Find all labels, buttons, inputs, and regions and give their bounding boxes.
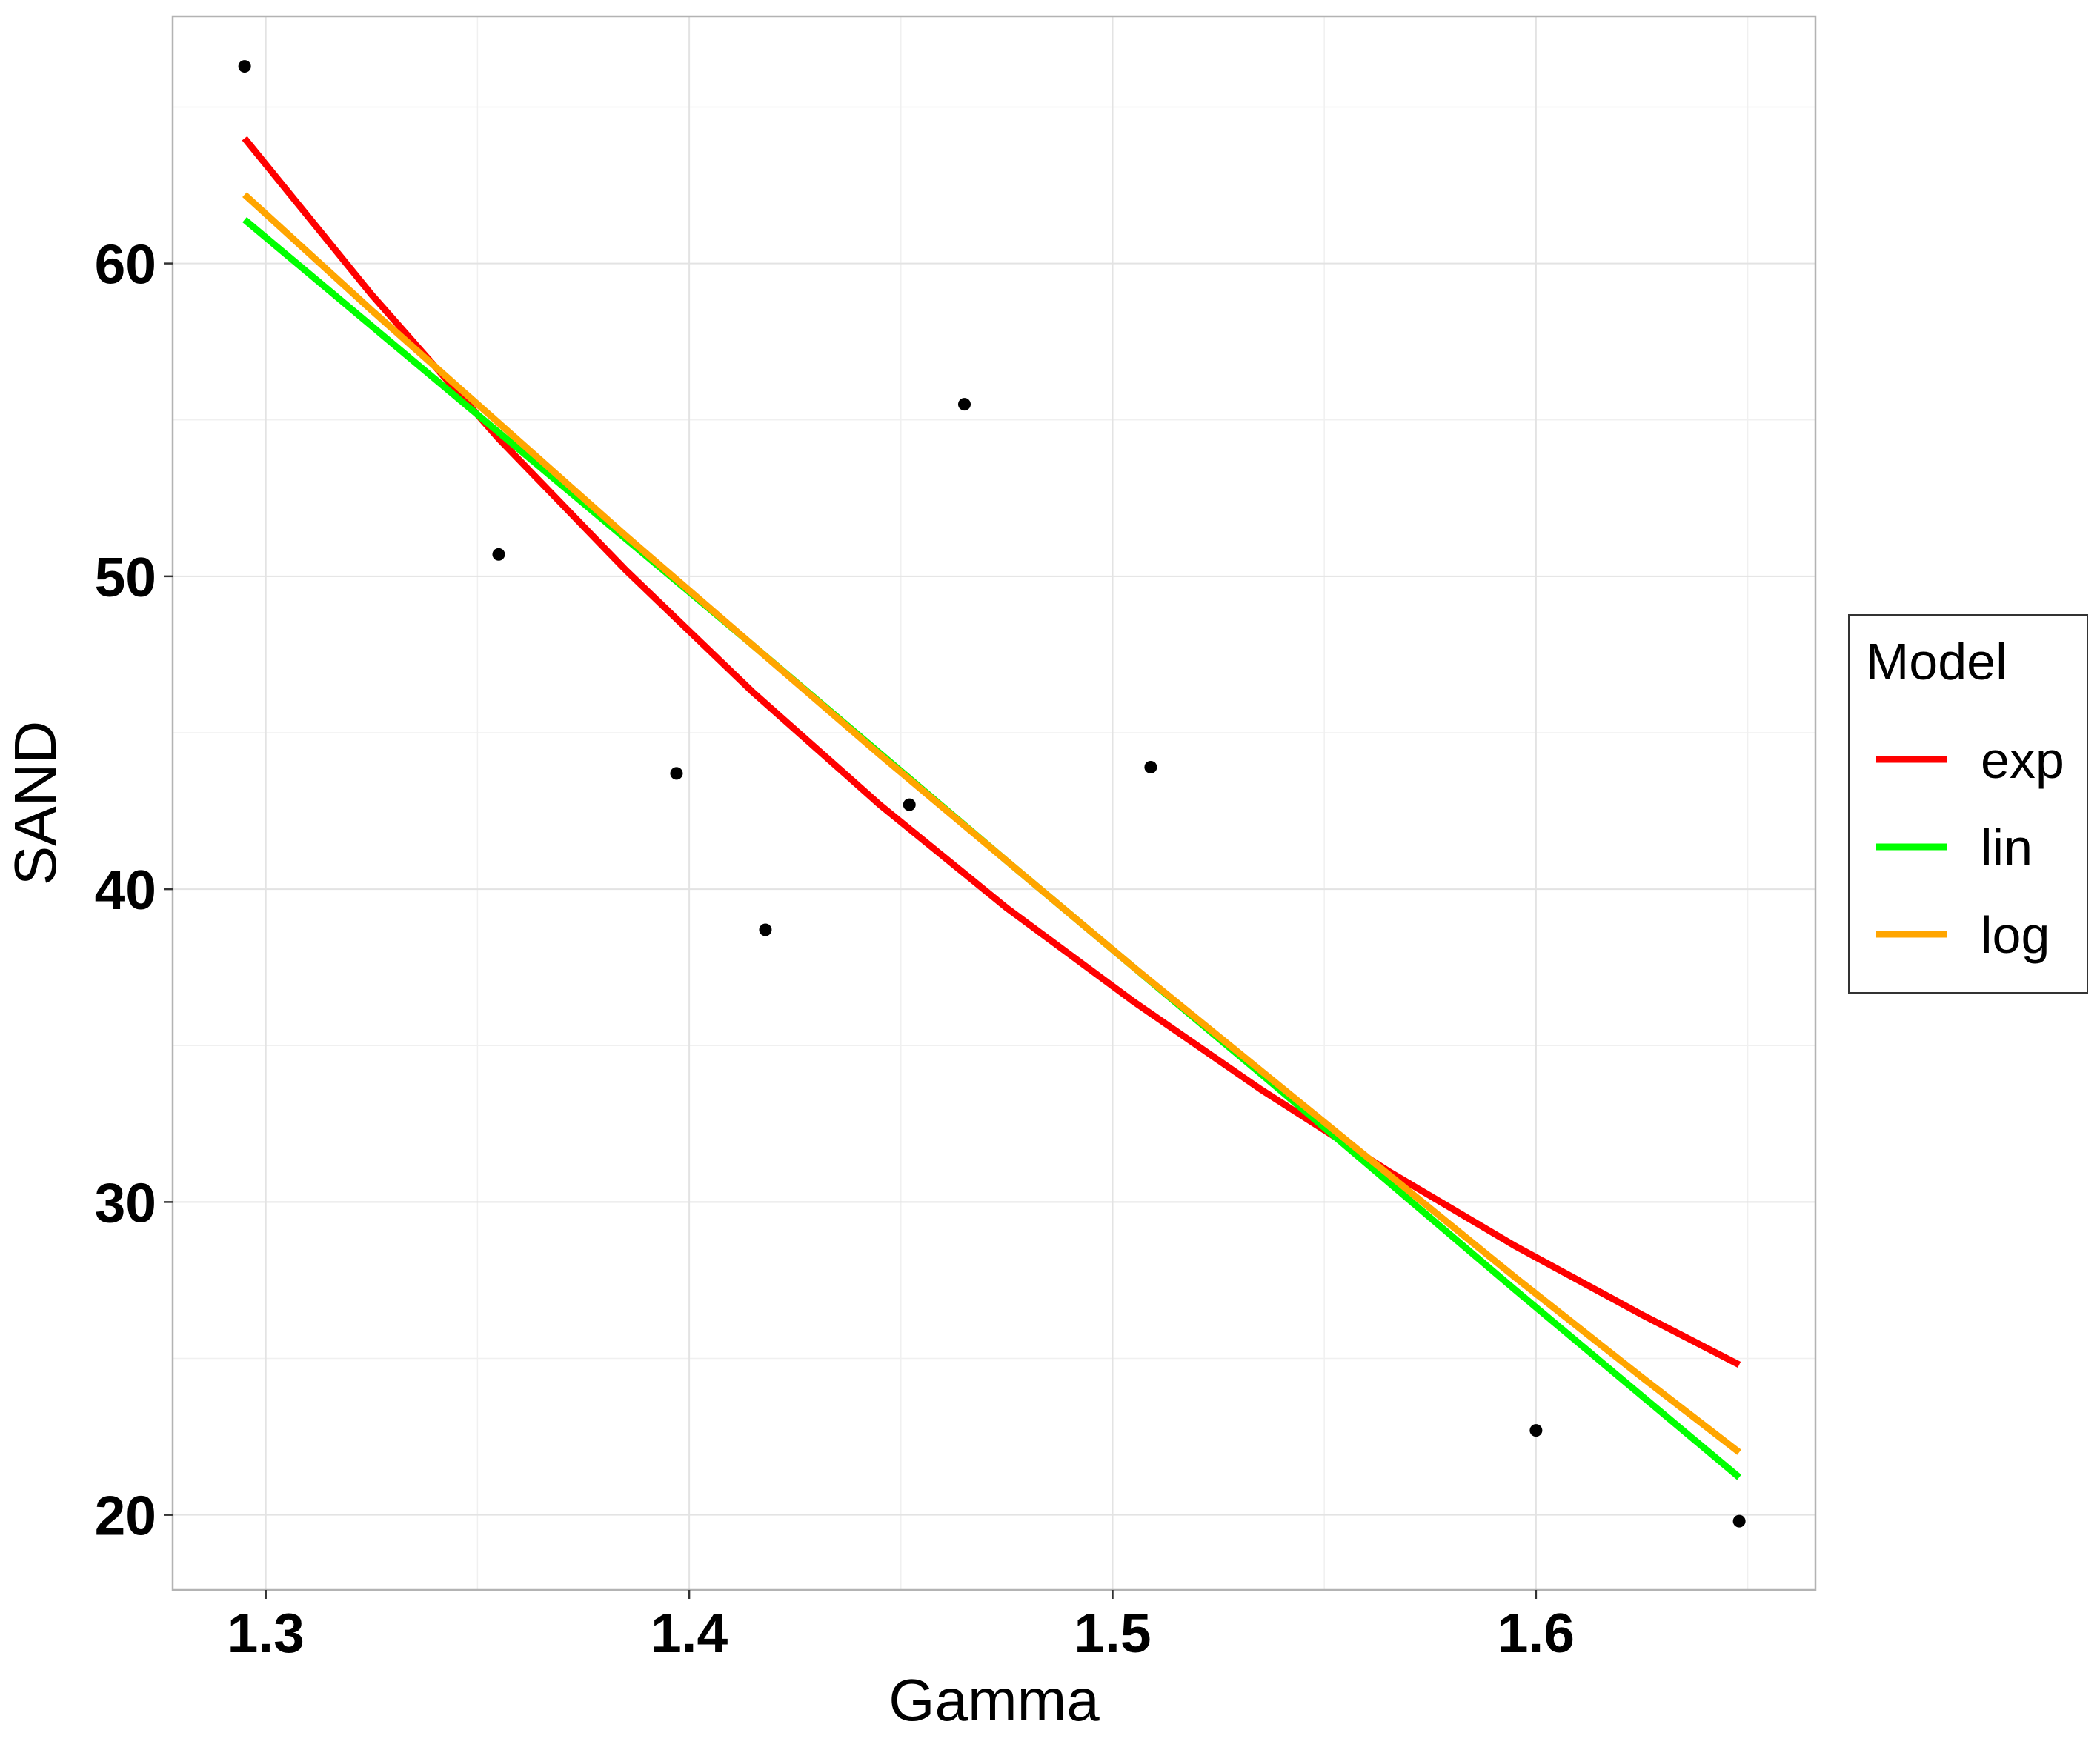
series-lines xyxy=(242,136,1741,1480)
series-line-exp xyxy=(242,136,1741,1368)
data-point xyxy=(903,798,916,811)
y-tick-label: 50 xyxy=(95,546,156,608)
x-tick-label: 1.3 xyxy=(227,1602,305,1664)
x-axis: 1.3 1.4 1.5 1.6 xyxy=(227,1590,1575,1664)
legend-entries: exp lin log xyxy=(1876,731,2064,964)
plot-panel-border xyxy=(171,15,1817,1591)
legend-box xyxy=(1848,614,2088,994)
y-tick-label: 30 xyxy=(95,1171,156,1234)
grid xyxy=(173,16,1815,1590)
legend-label-exp: exp xyxy=(1981,731,2064,789)
data-point xyxy=(1529,1424,1543,1437)
data-point xyxy=(1144,760,1157,773)
scatter-points xyxy=(238,60,1746,1528)
series-line-log xyxy=(242,192,1741,1455)
legend-label-log: log xyxy=(1981,906,2050,964)
data-point xyxy=(1732,1514,1746,1528)
x-tick-label: 1.5 xyxy=(1074,1602,1151,1664)
legend-title: Model xyxy=(1866,633,2007,691)
x-tick-label: 1.4 xyxy=(651,1602,728,1664)
legend: Model exp lin log xyxy=(1848,614,2088,994)
y-axis: 20 30 40 50 60 xyxy=(95,233,173,1547)
data-point xyxy=(238,60,251,73)
x-axis-title: Gamma xyxy=(888,1667,1100,1733)
data-point xyxy=(492,548,505,561)
x-tick-label: 1.6 xyxy=(1498,1602,1575,1664)
y-tick-label: 60 xyxy=(95,233,156,296)
data-point xyxy=(670,767,683,780)
y-tick-label: 40 xyxy=(95,859,156,921)
y-axis-title: SAND xyxy=(2,721,68,885)
legend-label-lin: lin xyxy=(1981,819,2033,876)
data-point xyxy=(759,923,772,936)
data-point xyxy=(958,398,971,411)
y-tick-label: 20 xyxy=(95,1485,156,1547)
